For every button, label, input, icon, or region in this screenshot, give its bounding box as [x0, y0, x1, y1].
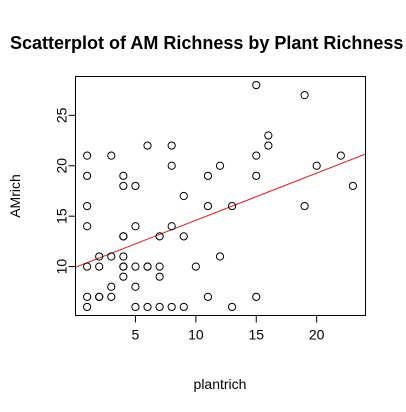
data-point [131, 262, 140, 271]
data-point [203, 171, 213, 180]
data-point [95, 262, 104, 271]
data-point [215, 252, 225, 261]
data-point [143, 302, 152, 312]
data-point [203, 292, 213, 301]
data-point [83, 292, 92, 301]
data-point [131, 222, 140, 231]
data-point [179, 232, 188, 241]
data-point [203, 201, 213, 211]
data-point [167, 222, 176, 231]
data-point [252, 171, 261, 180]
data-point [119, 262, 128, 271]
data-point [83, 201, 92, 211]
y-tick-label: 15 [54, 208, 70, 224]
data-point [179, 302, 188, 312]
data-point [119, 232, 128, 241]
y-tick-label: 20 [54, 158, 70, 174]
regression-line [76, 153, 365, 268]
data-point [143, 262, 152, 271]
points-layer [83, 80, 358, 312]
data-point [155, 262, 164, 271]
x-tick-label: 10 [188, 327, 204, 343]
data-point [131, 282, 140, 291]
data-point [155, 272, 164, 281]
data-point [95, 292, 104, 301]
data-point [227, 201, 237, 211]
data-point [143, 141, 152, 150]
data-point [83, 262, 92, 271]
data-point [252, 80, 261, 90]
data-point [131, 181, 140, 191]
x-tick-label: 20 [309, 327, 325, 343]
data-point [119, 181, 128, 191]
data-point [107, 282, 116, 291]
data-point [312, 161, 321, 170]
data-point [167, 302, 176, 312]
data-point [107, 252, 116, 261]
data-point [348, 181, 358, 191]
plot-frame [75, 76, 366, 316]
x-axis-label: plantrich [194, 376, 247, 392]
data-point [179, 191, 188, 201]
chart-title: Scatterplot of AM Richness by Plant Rich… [10, 33, 403, 53]
data-point [227, 302, 237, 312]
data-point [119, 171, 128, 180]
y-axis-label: AMrich [7, 174, 23, 218]
y-axis: 10 15 20 25 [54, 107, 76, 274]
data-point [191, 262, 200, 271]
x-tick-label: 5 [132, 327, 140, 343]
data-point [167, 141, 176, 150]
data-point [155, 232, 164, 241]
data-point [95, 252, 104, 261]
data-point [252, 292, 261, 301]
regression-line-layer [76, 153, 365, 268]
data-point [264, 141, 273, 150]
data-point [107, 292, 116, 301]
data-point [83, 302, 92, 312]
data-point [83, 151, 92, 160]
x-axis: 5 10 15 20 [132, 315, 325, 343]
y-tick-label: 10 [54, 259, 70, 275]
x-tick-label: 15 [248, 327, 264, 343]
data-point [119, 252, 128, 261]
data-point [83, 171, 92, 180]
data-point [131, 302, 140, 312]
data-point [215, 161, 225, 170]
data-point [167, 161, 176, 170]
data-point [300, 201, 309, 211]
data-point [300, 91, 309, 100]
data-point [155, 302, 164, 312]
data-point [107, 151, 116, 160]
y-tick-label: 25 [54, 107, 70, 123]
data-point [264, 131, 273, 140]
data-point [336, 151, 345, 160]
data-point [252, 151, 261, 160]
data-point [83, 222, 92, 231]
data-point [119, 272, 128, 281]
